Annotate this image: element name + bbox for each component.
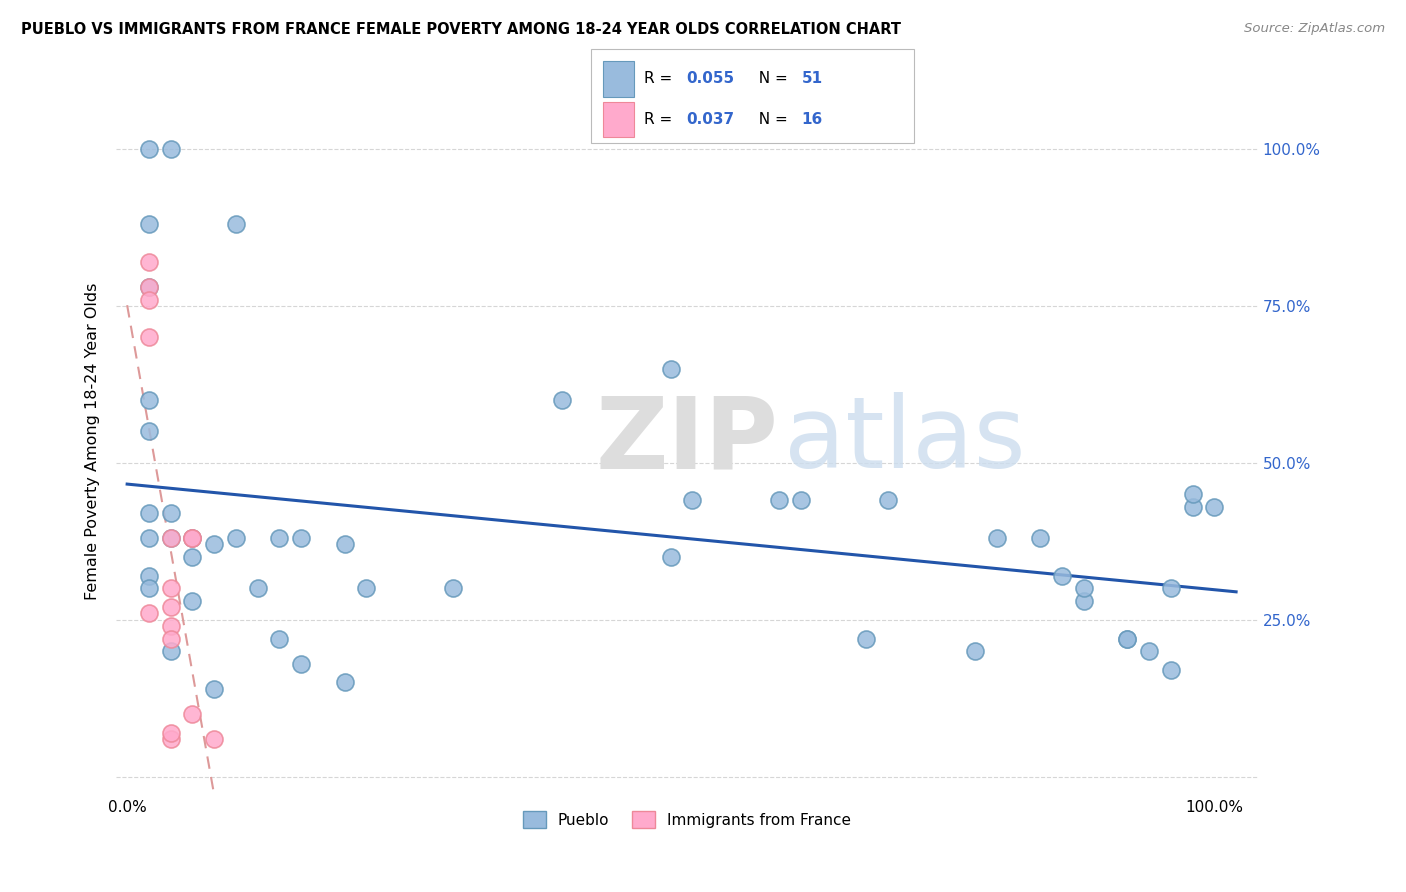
Point bbox=[138, 293, 160, 307]
Point bbox=[202, 731, 225, 746]
Point bbox=[1029, 531, 1052, 545]
Point bbox=[1181, 487, 1204, 501]
Point bbox=[159, 531, 181, 545]
Point bbox=[138, 607, 160, 621]
Point bbox=[225, 218, 247, 232]
Point bbox=[159, 725, 181, 739]
Point bbox=[159, 506, 181, 520]
Point bbox=[138, 393, 160, 408]
Text: 0.037: 0.037 bbox=[686, 112, 734, 128]
Text: ZIP: ZIP bbox=[596, 392, 779, 490]
Point bbox=[269, 531, 291, 545]
Point bbox=[202, 537, 225, 551]
Point bbox=[290, 657, 312, 671]
Point bbox=[659, 549, 682, 564]
Point bbox=[138, 280, 160, 294]
Point bbox=[159, 731, 181, 746]
Legend: Pueblo, Immigrants from France: Pueblo, Immigrants from France bbox=[516, 805, 858, 834]
Point bbox=[159, 600, 181, 615]
Point bbox=[333, 675, 356, 690]
Point bbox=[181, 549, 204, 564]
Text: 0.055: 0.055 bbox=[686, 71, 734, 87]
Point bbox=[986, 531, 1008, 545]
Point bbox=[138, 218, 160, 232]
Point bbox=[159, 582, 181, 596]
Point bbox=[181, 531, 204, 545]
Point bbox=[159, 619, 181, 633]
Point bbox=[441, 582, 464, 596]
Point bbox=[138, 582, 160, 596]
Point bbox=[181, 531, 204, 545]
Text: PUEBLO VS IMMIGRANTS FROM FRANCE FEMALE POVERTY AMONG 18-24 YEAR OLDS CORRELATIO: PUEBLO VS IMMIGRANTS FROM FRANCE FEMALE … bbox=[21, 22, 901, 37]
Point bbox=[290, 531, 312, 545]
Point bbox=[159, 632, 181, 646]
Text: Source: ZipAtlas.com: Source: ZipAtlas.com bbox=[1244, 22, 1385, 36]
Y-axis label: Female Poverty Among 18-24 Year Olds: Female Poverty Among 18-24 Year Olds bbox=[86, 282, 100, 599]
Text: 16: 16 bbox=[801, 112, 823, 128]
Point bbox=[855, 632, 877, 646]
Point bbox=[159, 142, 181, 156]
Point bbox=[181, 706, 204, 721]
Point bbox=[246, 582, 269, 596]
Text: atlas: atlas bbox=[785, 392, 1026, 490]
Point bbox=[138, 568, 160, 582]
Text: R =: R = bbox=[644, 112, 678, 128]
Point bbox=[159, 531, 181, 545]
Point bbox=[159, 644, 181, 658]
Point bbox=[138, 425, 160, 439]
Point bbox=[551, 393, 574, 408]
Point bbox=[790, 493, 813, 508]
Point bbox=[138, 142, 160, 156]
Point bbox=[138, 506, 160, 520]
Point bbox=[138, 255, 160, 269]
Point bbox=[659, 361, 682, 376]
Point bbox=[877, 493, 900, 508]
Point bbox=[1137, 644, 1160, 658]
Point bbox=[138, 330, 160, 344]
Point bbox=[138, 280, 160, 294]
Point bbox=[1116, 632, 1139, 646]
Text: 51: 51 bbox=[801, 71, 823, 87]
Point bbox=[1160, 582, 1182, 596]
Text: N =: N = bbox=[749, 112, 793, 128]
Point bbox=[356, 582, 378, 596]
Point bbox=[1116, 632, 1139, 646]
Point bbox=[1050, 568, 1073, 582]
Point bbox=[181, 594, 204, 608]
Text: N =: N = bbox=[749, 71, 793, 87]
Point bbox=[138, 531, 160, 545]
Point bbox=[333, 537, 356, 551]
Point bbox=[181, 531, 204, 545]
Point bbox=[202, 681, 225, 696]
Text: R =: R = bbox=[644, 71, 678, 87]
Point bbox=[1073, 582, 1095, 596]
Point bbox=[269, 632, 291, 646]
Point bbox=[1160, 663, 1182, 677]
Point bbox=[965, 644, 987, 658]
Point bbox=[768, 493, 790, 508]
Point bbox=[1073, 594, 1095, 608]
Point bbox=[225, 531, 247, 545]
Point bbox=[1181, 500, 1204, 514]
Point bbox=[1204, 500, 1226, 514]
Point bbox=[682, 493, 704, 508]
